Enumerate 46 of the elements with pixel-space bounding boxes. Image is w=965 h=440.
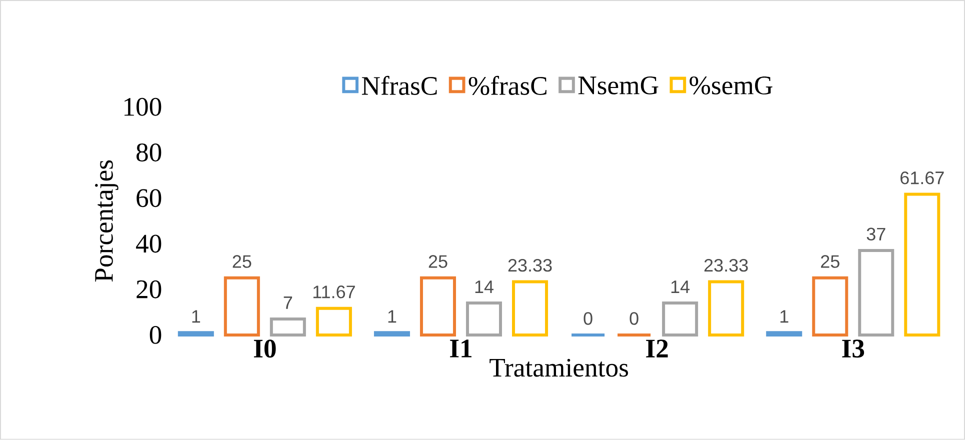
- y-tick-label: 0: [150, 326, 162, 344]
- y-tick-label: 20: [136, 280, 162, 298]
- bar: [316, 306, 352, 337]
- y-tick-label: 100: [124, 98, 162, 116]
- data-label: 7: [284, 296, 292, 310]
- bar: [812, 276, 848, 337]
- data-label: 1: [388, 310, 396, 323]
- legend-label: %semG: [690, 76, 772, 95]
- x-axis-title: Tratamientos: [490, 358, 628, 377]
- y-tick-label: 60: [136, 189, 162, 208]
- data-label: 25: [232, 255, 252, 268]
- data-label: 11.67: [313, 286, 355, 298]
- data-label: 25: [821, 255, 840, 268]
- data-label: 14: [671, 280, 690, 294]
- x-tick-label: I2: [646, 340, 668, 358]
- bar: [766, 331, 802, 337]
- y-axis-title: Porcentajes: [95, 160, 118, 282]
- data-label: 0: [630, 312, 638, 325]
- bar: [466, 302, 502, 337]
- x-tick-label: I3: [842, 340, 864, 358]
- data-label: 23.33: [508, 259, 552, 272]
- data-label: 23.33: [704, 259, 748, 272]
- legend-label: NfrasC: [362, 76, 437, 96]
- x-tick-label: I0: [254, 340, 276, 358]
- bar: [178, 331, 214, 337]
- bar: [904, 192, 940, 337]
- y-tick-label: 40: [136, 234, 162, 253]
- data-label: 61.67: [900, 172, 944, 184]
- bar: [708, 280, 744, 337]
- bar: [512, 280, 548, 337]
- data-label: 0: [584, 312, 592, 325]
- y-tick-label: 80: [136, 144, 162, 162]
- legend-label: NsemG: [578, 76, 658, 94]
- bar: [420, 276, 456, 337]
- bar: [858, 249, 894, 337]
- bar: [224, 276, 260, 337]
- bar: [662, 302, 698, 337]
- data-label: 1: [780, 310, 788, 323]
- bar: [374, 331, 410, 337]
- x-tick-label: I1: [450, 340, 472, 358]
- bar: [270, 318, 306, 337]
- data-label: 1: [192, 310, 200, 323]
- legend-label: %frasC: [468, 76, 546, 96]
- data-label: 14: [475, 280, 494, 294]
- data-label: 25: [428, 255, 448, 268]
- data-label: 37: [866, 228, 886, 241]
